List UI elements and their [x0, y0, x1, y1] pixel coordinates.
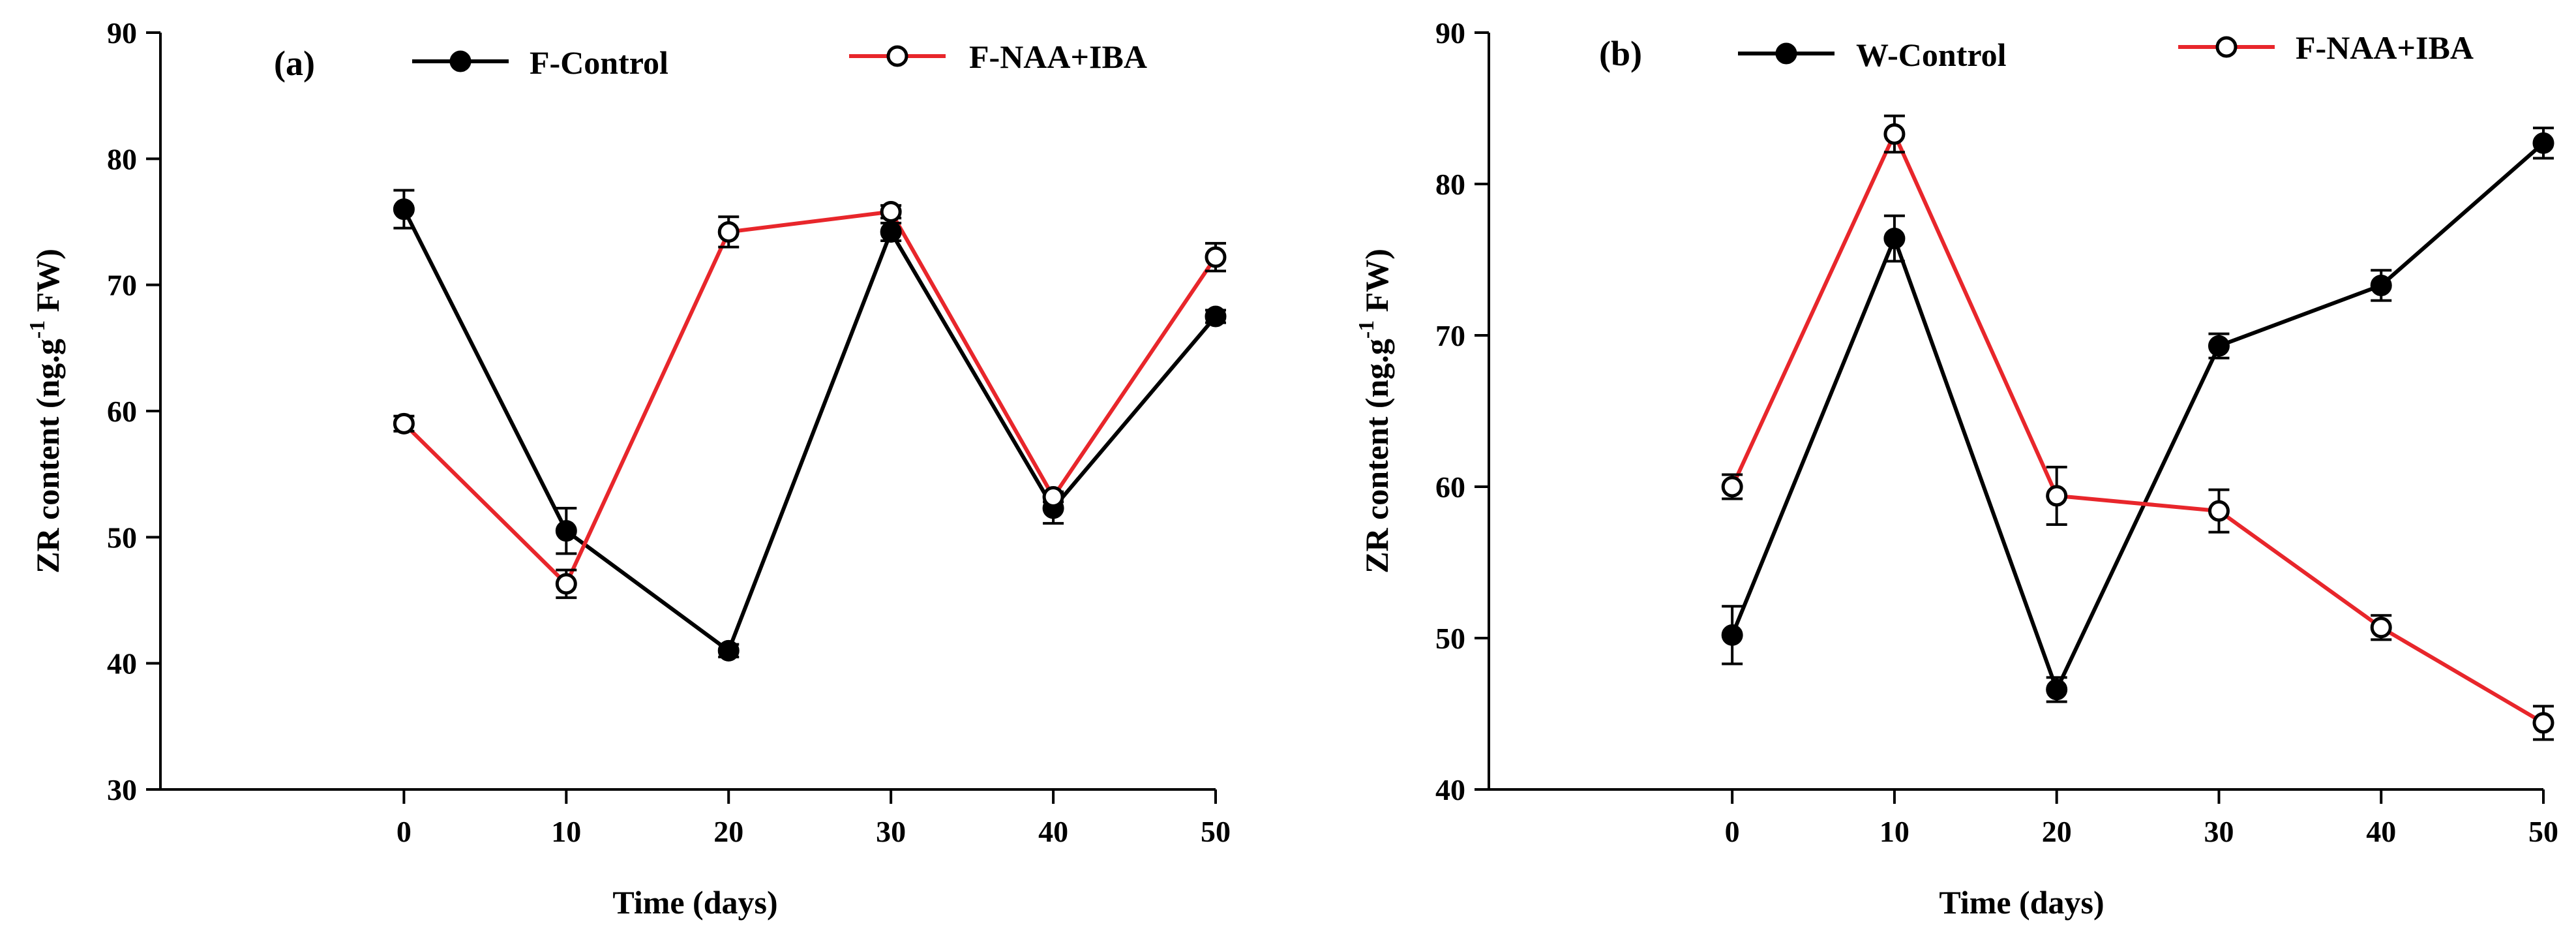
data-point-control [2046, 679, 2068, 701]
series-lines [402, 208, 1218, 653]
x-tick-label: 20 [713, 815, 743, 848]
legend-marker-treatment [2215, 36, 2238, 58]
legend-label-control: F-Control [530, 44, 668, 81]
data-point-control [880, 221, 902, 243]
y-tick-label: 50 [1435, 622, 1465, 655]
data-point-treatment [717, 221, 740, 243]
data-point-treatment [1042, 485, 1064, 508]
y-ticks: 30 40 50 60 70 80 90 [107, 16, 160, 806]
data-point-control [1883, 228, 1906, 250]
y-tick-label: 40 [107, 647, 137, 680]
series-lines [1730, 132, 2545, 725]
markers [1721, 123, 2554, 734]
panel-label-b: (b) [1599, 34, 1642, 73]
data-point-treatment [555, 573, 577, 595]
y-tick-label: 90 [1435, 16, 1465, 50]
y-axis-title-suffix: FW) [29, 249, 66, 320]
data-point-control [1721, 624, 1743, 646]
x-tick-label: 50 [1201, 815, 1231, 848]
data-point-control [1205, 305, 1227, 328]
data-point-control [393, 198, 415, 221]
legend: W-Control F-NAA+IBA [1738, 29, 2474, 73]
legend-label-control: W-Control [1856, 37, 2007, 73]
x-tick-label: 40 [1038, 815, 1068, 848]
data-point-control [555, 520, 577, 542]
legend-marker-treatment [886, 45, 908, 67]
y-axis-line [159, 33, 1216, 791]
x-tick-label: 50 [2528, 815, 2558, 848]
legend-marker-control [1775, 42, 1797, 65]
x-tick-label: 10 [551, 815, 581, 848]
data-point-treatment [1883, 123, 1906, 145]
y-tick-label: 90 [107, 16, 137, 50]
x-tick-label: 10 [1880, 815, 1910, 848]
y-axis-line [1488, 33, 2543, 791]
x-tick-label: 0 [397, 815, 412, 848]
x-tick-label: 20 [2042, 815, 2072, 848]
data-point-control [2370, 274, 2392, 296]
y-tick-label: 70 [1435, 319, 1465, 352]
y-axis-title-prefix: ZR content (ng.g [1358, 339, 1395, 573]
y-axis-title: ZR content (ng.g-1 FW) [25, 249, 66, 573]
panel-label-a: (a) [274, 44, 315, 83]
data-point-treatment [2208, 500, 2230, 522]
data-point-control [2532, 132, 2554, 154]
x-ticks: 0 10 20 30 40 50 [397, 789, 1231, 848]
markers [393, 198, 1227, 662]
y-axis-title-prefix: ZR content (ng.g [29, 339, 66, 573]
data-point-treatment [880, 201, 902, 223]
data-point-treatment [393, 412, 415, 435]
legend-marker-control [449, 50, 472, 72]
y-axis-title: ZR content (ng.g-1 FW) [1355, 249, 1395, 573]
y-tick-label: 70 [107, 269, 137, 302]
x-ticks: 0 10 20 30 40 50 [1725, 789, 2558, 848]
x-tick-label: 30 [876, 815, 906, 848]
legend-label-treatment: F-NAA+IBA [2296, 29, 2474, 66]
y-tick-label: 80 [107, 142, 137, 176]
data-point-treatment [1205, 246, 1227, 268]
x-axis-title: Time (days) [1939, 884, 2104, 921]
data-point-control [2208, 335, 2230, 357]
x-axis-title: Time (days) [612, 884, 777, 921]
series-line-treatment [1730, 132, 2545, 725]
series-line-treatment [402, 209, 1218, 586]
y-axis-title-superscript: -1 [25, 320, 50, 339]
legend-label-treatment: F-NAA+IBA [969, 38, 1147, 75]
x-tick-label: 0 [1725, 815, 1740, 848]
y-axis-title-superscript: -1 [1355, 320, 1379, 339]
data-point-treatment [2532, 712, 2554, 734]
y-ticks: 40 50 60 70 80 90 [1435, 16, 1489, 806]
chart-panel-b: 40 50 60 70 80 90 0 10 20 30 40 50 Time (days) ZR … [1355, 16, 2558, 921]
y-tick-label: 30 [107, 773, 137, 806]
error-bars [1722, 114, 2554, 741]
series-line-control [1730, 142, 2545, 692]
y-tick-label: 60 [1435, 470, 1465, 504]
data-point-treatment [1721, 476, 1743, 498]
x-tick-label: 30 [2204, 815, 2234, 848]
data-point-treatment [2370, 617, 2392, 639]
data-point-control [717, 639, 740, 662]
data-point-treatment [2046, 485, 2068, 507]
chart-panel-a: 30 40 50 60 70 80 90 0 10 20 30 40 50 Time (days) Z… [25, 16, 1231, 921]
legend: F-Control F-NAA+IBA [412, 38, 1147, 81]
y-axis-title-suffix: FW) [1358, 249, 1395, 320]
series-line-control [402, 208, 1218, 653]
y-tick-label: 60 [107, 395, 137, 428]
x-tick-label: 40 [2366, 815, 2396, 848]
y-tick-label: 50 [107, 521, 137, 554]
y-tick-label: 40 [1435, 773, 1465, 806]
y-tick-label: 80 [1435, 168, 1465, 201]
